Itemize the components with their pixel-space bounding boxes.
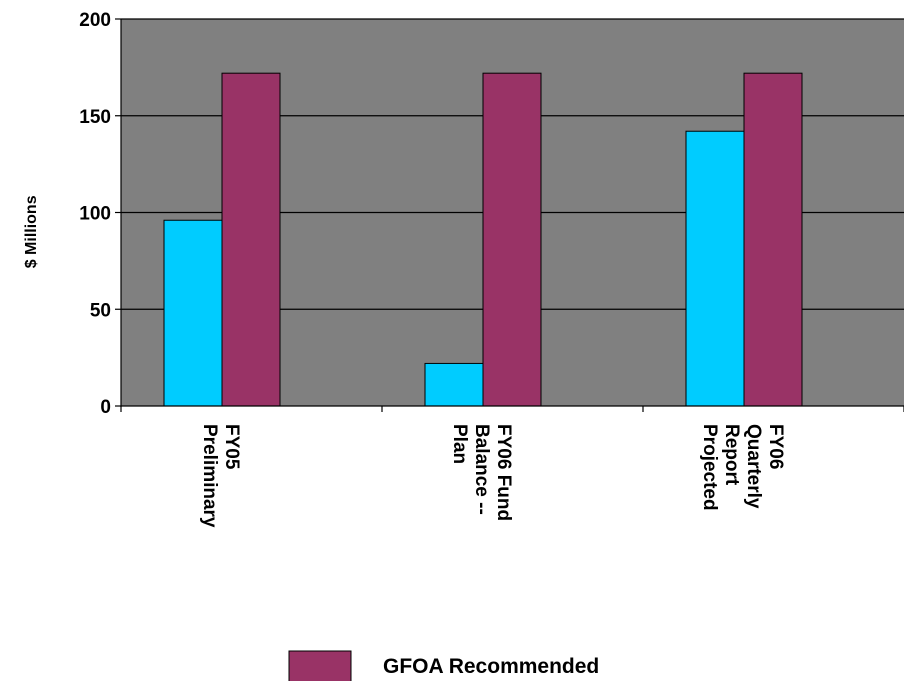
x-tick-label: Report xyxy=(721,424,742,486)
y-tick-label: 200 xyxy=(79,10,111,31)
legend: GFOA Recommended xyxy=(288,650,599,686)
x-tick-label: Preliminary xyxy=(199,424,220,528)
bar-series-1-cat-1 xyxy=(482,72,542,407)
y-tick-label: 50 xyxy=(90,300,111,321)
x-tick-label: FY05 xyxy=(221,424,242,470)
x-tick-label: FY06 Fund xyxy=(493,424,514,521)
y-tick-label: 0 xyxy=(100,397,111,418)
legend-item: GFOA Recommended xyxy=(288,650,599,686)
legend-swatch xyxy=(288,650,352,686)
y-tick-label: 100 xyxy=(79,204,111,225)
x-tick-label: Quarterly xyxy=(743,424,764,509)
axes xyxy=(115,18,904,412)
x-tick-label: FY06 xyxy=(765,424,786,469)
bar-series-0-cat-2 xyxy=(685,130,745,407)
legend-label: GFOA Recommended xyxy=(383,655,599,678)
bars xyxy=(163,72,803,407)
bar-series-0-cat-1 xyxy=(424,362,484,407)
x-tick-label: Plan xyxy=(449,424,470,464)
y-tick-label: 150 xyxy=(79,107,111,128)
y-axis-label: $ Millions xyxy=(23,195,40,268)
x-tick-label: Projected xyxy=(699,424,720,511)
bar-series-0-cat-0 xyxy=(163,219,223,407)
bar-series-1-cat-2 xyxy=(743,72,803,407)
bar-series-1-cat-0 xyxy=(221,72,281,407)
y-tick-labels: 0 50 100 150 200 xyxy=(79,10,111,418)
x-tick-label: Balance -- xyxy=(471,424,492,515)
